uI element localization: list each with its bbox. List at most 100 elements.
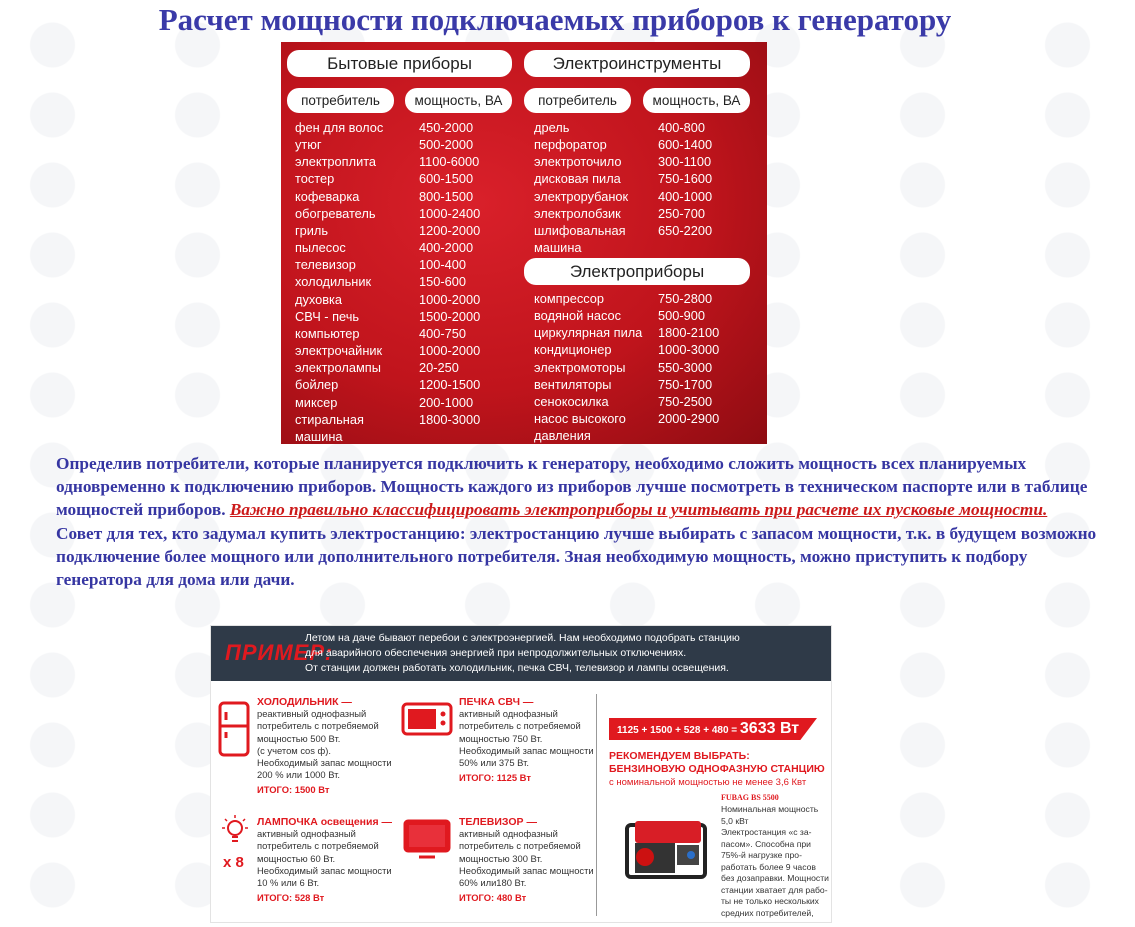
power-value: 1800-2100 [658,325,720,341]
power-value: 600-1500 [419,171,474,187]
power-value: 1200-2000 [419,222,481,238]
table-row: компрессор 750-2800 [534,290,719,307]
fridge-icon [218,701,250,757]
tv-icon [403,819,451,859]
table-row: тостер 600-1500 [295,170,480,187]
table-row: пылесос 400-2000 [295,239,480,256]
item-desc: реактивный однофазный потребитель с потр… [257,708,392,781]
power-value: 1000-2000 [419,291,481,307]
power-value: 400-750 [419,325,466,341]
recommendation-sub: с номинальной мощностью не менее 3,6 Квт [609,777,807,788]
appliances-list: компрессор 750-2800 водяной насос 500-900 ци… [534,290,719,444]
power-value: 750-1700 [658,376,713,392]
power-value: 600-1400 [658,137,713,153]
household-list: фен для волос 450-2000 утюг 500-2000 электро… [295,119,480,444]
item-title: ЛАМПОЧКА освещения — [257,816,393,828]
body-text: Определив потребители, которые планирует… [56,452,1116,591]
consumer-name: водяной насос [534,308,622,324]
power-value: 300-1100 [658,154,712,170]
lightbulb-multiplier: x 8 [223,854,244,871]
table-row: фен для волос 450-2000 [295,119,480,136]
consumer-name: СВЧ - печь [295,308,360,324]
table-row: утюг 500-2000 [295,136,480,153]
table-row: водяной насос 500-900 [534,307,719,324]
consumer-name: шлифовальная машина [534,222,626,256]
power-table-image: Бытовые приборы Электроинструменты потре… [281,42,767,444]
table-row: холодильник 150-600 [295,273,480,290]
household-col-consumer: потребитель [287,88,394,113]
example-label: ПРИМЕР: [225,640,334,665]
power-value: 400-800 [658,120,705,135]
table-row: электрорубанок 400-1000 [534,188,712,205]
table-row: циркулярная пила 1800-2100 [534,324,719,341]
divider [596,694,597,916]
consumer-name: духовка [295,291,343,307]
power-value: 750-1600 [658,171,713,187]
consumer-name: перфоратор [534,137,607,153]
table-row: телевизор 100-400 [295,256,480,273]
table-row: СВЧ - печь 1500-2000 [295,308,480,325]
power-value: 750-2500 [658,393,713,409]
table-row: миксер 200-1000 [295,394,480,411]
consumer-name: кофеварка [295,188,360,204]
consumer-name: дрель [534,120,570,135]
power-value: 400-2000 [419,240,474,256]
table-row: электроточило 300-1100 [534,153,712,170]
sum-formula: 1125 + 1500 + 528 + 480 = [617,725,740,736]
power-value: 550-3000 [658,359,713,375]
item-title: ТЕЛЕВИЗОР — [459,816,537,828]
consumer-name: компрессор [534,291,604,306]
example-intro: Летом на даче бывают перебои с электроэн… [305,632,740,674]
table-row: кофеварка 800-1500 [295,188,480,205]
power-value: 450-2000 [419,120,474,135]
tools-col-power: мощность, ВА [643,88,750,113]
table-row: дрель 400-800 [534,119,712,136]
item-tv: ТЕЛЕВИЗОР — активный однофазный потребит… [459,816,599,904]
power-value: 20-250 [419,360,459,376]
item-fridge: ХОЛОДИЛЬНИК — реактивный однофазный потр… [257,696,397,797]
power-value: 100-400 [419,257,466,273]
consumer-name: пылесос [295,240,346,256]
tools-header: Электроинструменты [524,50,750,77]
power-value: 150-600 [419,274,466,290]
power-value: 650-2200 [658,222,713,238]
tools-list: дрель 400-800 перфоратор 600-1400 электроточ… [534,119,712,256]
power-value: 1800-3000 [419,411,481,427]
power-value: 1000-2000 [419,343,481,359]
item-desc: активный однофазный потребитель с потреб… [257,828,392,889]
item-microwave: ПЕЧКА СВЧ — активный однофазный потребит… [459,696,599,784]
consumer-name: насос высокого давления [534,411,626,444]
example-infographic: ПРИМЕР: Летом на даче бывают перебои с э… [210,625,832,923]
table-row: перфоратор 600-1400 [534,136,712,153]
consumer-name: стиральная машина [295,411,364,444]
consumer-name: кондиционер [534,342,612,358]
power-value: 1000-2400 [419,205,481,221]
paragraph-2: Совет для тех, кто задумал купить электр… [56,523,1097,590]
appliances-header: Электроприборы [524,258,750,285]
table-row: насос высокого давления 2000-2900 [534,410,719,444]
item-total: ИТОГО: 528 Вт [257,892,325,904]
consumer-name: электромоторы [534,359,626,375]
power-value: 250-700 [658,205,705,221]
consumer-name: холодильник [295,274,372,290]
power-value: 1500-2000 [419,308,481,324]
table-row: вентиляторы 750-1700 [534,376,719,393]
paragraph-1: Определив потребители, которые планирует… [56,454,1088,520]
recommendation: РЕКОМЕНДУЕМ ВЫБРАТЬ: БЕНЗИНОВУЮ ОДНОФАЗН… [609,750,825,775]
power-value: 1200-1500 [419,377,481,393]
power-value: 800-1500 [419,188,474,204]
tools-col-consumer: потребитель [524,88,631,113]
item-lightbulb: ЛАМПОЧКА освещения — активный однофазный… [257,816,397,904]
table-row: кондиционер 1000-3000 [534,341,719,358]
consumer-name: гриль [295,222,329,238]
consumer-name: электроточило [534,154,622,170]
consumer-name: компьютер [295,325,360,341]
lightbulb-icon [222,815,248,842]
consumer-name: телевизор [295,257,356,273]
item-title: ХОЛОДИЛЬНИК — [257,696,352,708]
power-value: 1000-3000 [658,342,720,358]
consumer-name: электролампы [295,360,381,376]
table-row: электроплита 1100-6000 [295,153,480,170]
consumer-name: сенокосилка [534,393,609,409]
example-header: ПРИМЕР: Летом на даче бывают перебои с э… [211,626,831,681]
